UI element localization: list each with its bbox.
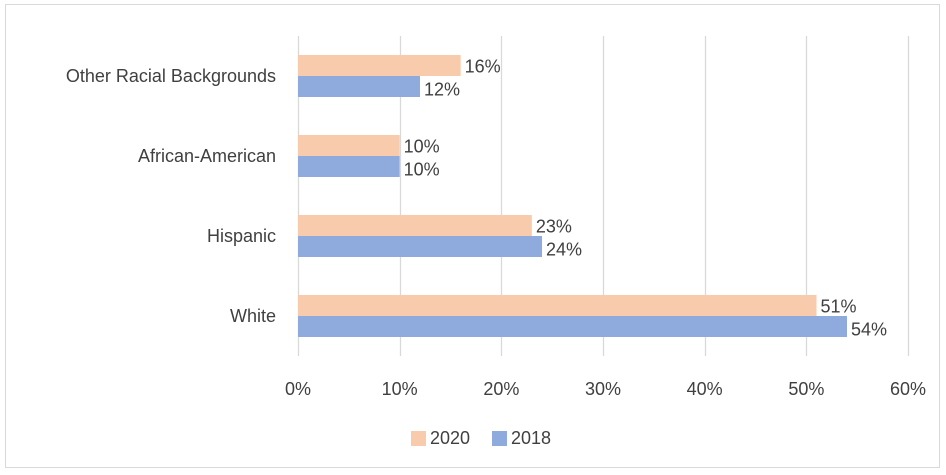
data-label-2020-hispanic: 23% bbox=[536, 216, 572, 236]
data-label-2020-other-racial-backgrounds: 16% bbox=[465, 56, 501, 76]
bar-2018-other-racial-backgrounds bbox=[298, 76, 420, 97]
bar-2018-african-american bbox=[298, 156, 400, 177]
bar-2018-white bbox=[298, 316, 847, 337]
x-tick-label-60: 60% bbox=[890, 379, 926, 399]
category-label-other-racial-backgrounds: Other Racial Backgrounds bbox=[66, 66, 276, 86]
x-tick-label-30: 30% bbox=[585, 379, 621, 399]
bar-2020-other-racial-backgrounds bbox=[298, 55, 461, 76]
legend-item-2020: 2020 bbox=[411, 428, 470, 448]
legend: 2020 2018 bbox=[411, 428, 551, 448]
data-label-2018-white: 54% bbox=[851, 319, 887, 339]
data-label-2018-african-american: 10% bbox=[404, 159, 440, 179]
x-tick-label-50: 50% bbox=[788, 379, 824, 399]
category-label-white: White bbox=[230, 306, 276, 326]
bar-2020-african-american bbox=[298, 135, 400, 156]
legend-swatch-2018 bbox=[492, 431, 507, 446]
x-tick-labels: 0% 10% 20% 30% 40% 50% 60% bbox=[285, 379, 926, 399]
bar-2020-white bbox=[298, 295, 817, 316]
data-labels: 51% 54% 23% 24% 10% 10% 16%12% bbox=[404, 56, 887, 339]
category-label-african-american: African-American bbox=[138, 146, 276, 166]
x-tick-label-10: 10% bbox=[382, 379, 418, 399]
data-label-2018-hispanic: 24% bbox=[546, 239, 582, 259]
data-label-2020-african-american: 10% bbox=[404, 136, 440, 156]
x-tick-label-40: 40% bbox=[687, 379, 723, 399]
x-tick-label-0: 0% bbox=[285, 379, 311, 399]
legend-item-2018: 2018 bbox=[492, 428, 551, 448]
legend-label-2020: 2020 bbox=[430, 428, 470, 448]
legend-swatch-2020 bbox=[411, 431, 426, 446]
legend-label-2018: 2018 bbox=[511, 428, 551, 448]
data-label-2018-other-racial-backgrounds: 12% bbox=[424, 79, 460, 99]
category-label-hispanic: Hispanic bbox=[207, 226, 276, 246]
category-labels: White Hispanic African-American Other Racia… bbox=[66, 66, 276, 326]
bar-2020-hispanic bbox=[298, 215, 532, 236]
x-tick-label-20: 20% bbox=[483, 379, 519, 399]
bars bbox=[298, 55, 847, 337]
bar-2018-hispanic bbox=[298, 236, 542, 257]
data-label-2020-white: 51% bbox=[821, 296, 857, 316]
